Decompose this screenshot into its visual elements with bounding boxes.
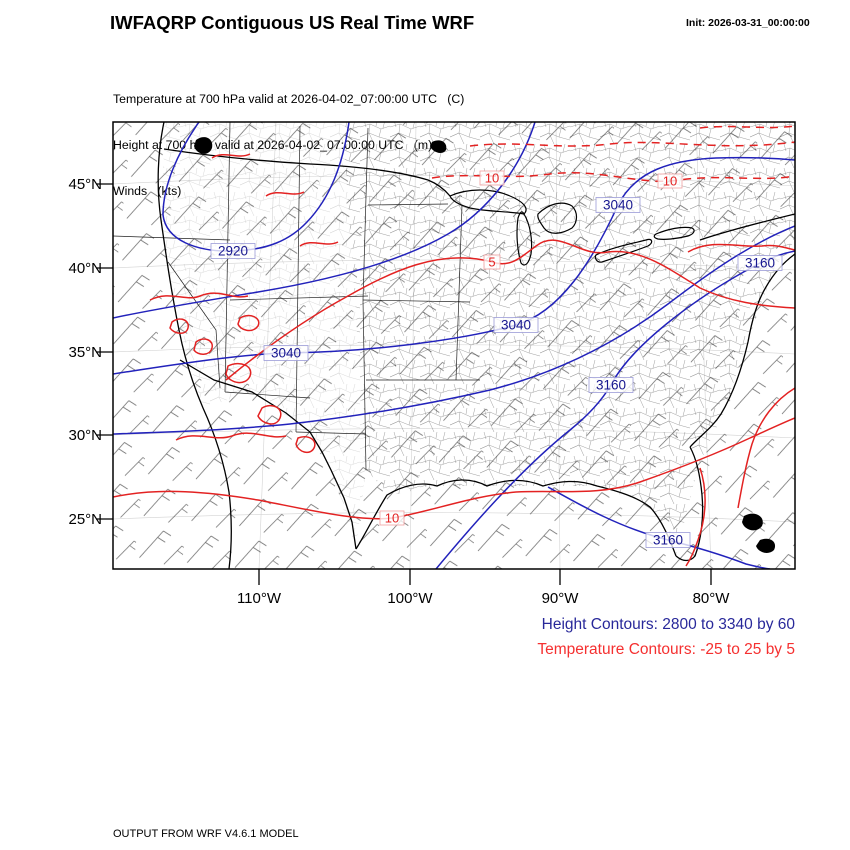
coastline (157, 122, 795, 569)
lon-tick-label: 100°W (387, 590, 433, 607)
svg-text:2920: 2920 (218, 244, 248, 259)
canada-border-west (163, 148, 451, 197)
terrain-blobs (194, 137, 776, 553)
height-contour-label: 3040 (595, 197, 641, 213)
wind-barbs-layer (113, 122, 795, 569)
height-contour-label: 3160 (737, 255, 783, 271)
height-contour-label: 3160 (645, 532, 691, 548)
axis-ticks (96, 183, 712, 585)
svg-text:3160: 3160 (653, 533, 683, 548)
model-footer: OUTPUT FROM WRF V4.6.1 MODEL WE = 580 ; … (113, 801, 546, 850)
axis-labels: 45°N 40°N 35°N 30°N 25°N 110°W 100°W 90°… (68, 176, 730, 607)
svg-text:3160: 3160 (745, 256, 775, 271)
temperature-contour-label: 10 (657, 174, 683, 189)
svg-text:3040: 3040 (271, 346, 301, 361)
field-line-temperature: Temperature at 700 hPa valid at 2026-04-… (113, 92, 465, 107)
footer-model-line: OUTPUT FROM WRF V4.6.1 MODEL (113, 828, 299, 840)
pacific-coast (157, 122, 232, 569)
gulf-coast (355, 479, 677, 557)
height-contour-label: 2920 (210, 243, 256, 259)
lat-tick-label: 30°N (68, 427, 102, 444)
init-timestamp: Init: 2026-03-31_00:00:00 (686, 17, 810, 29)
temperature-contour-label: 10 (479, 171, 505, 186)
canada-border-east (699, 213, 795, 241)
lat-tick-label: 25°N (68, 511, 102, 528)
page-title: IWFAQRP Contiguous US Real Time WRF (110, 12, 475, 33)
temperature-contour-label: 10 (379, 511, 405, 526)
great-lakes (449, 189, 695, 266)
lat-tick-label: 45°N (68, 176, 102, 193)
height-contour-label: 3160 (588, 377, 634, 393)
contour-legend: Height Contours: 2800 to 3340 by 60 Temp… (537, 616, 795, 658)
legend-temperature-contours: Temperature Contours: -25 to 25 by 5 (537, 641, 795, 658)
lat-tick-label: 40°N (68, 260, 102, 277)
map-frame (112, 121, 796, 570)
legend-height-contours: Height Contours: 2800 to 3340 by 60 (542, 616, 796, 633)
lon-tick-label: 90°W (542, 590, 580, 607)
svg-text:5: 5 (488, 255, 495, 270)
lat-tick-label: 35°N (68, 344, 102, 361)
lon-tick-label: 110°W (237, 590, 282, 607)
lon-tick-label: 80°W (693, 590, 731, 607)
svg-text:3160: 3160 (596, 378, 626, 393)
temperature-contour-label: 5 (483, 255, 501, 270)
svg-text:10: 10 (485, 171, 499, 186)
svg-text:10: 10 (385, 511, 399, 526)
height-contour-label: 3040 (263, 345, 309, 361)
height-contour-label: 3040 (493, 317, 539, 333)
svg-text:3040: 3040 (501, 318, 531, 333)
mexico-border (179, 359, 357, 550)
map-canvas: 2920 3040 3040 3040 3160 (68, 121, 796, 658)
svg-text:10: 10 (663, 174, 677, 189)
svg-text:3040: 3040 (603, 198, 633, 213)
temperature-contours-solid (113, 153, 795, 567)
contour-labels: 2920 3040 3040 3040 3160 (210, 171, 783, 548)
atlantic-coast (689, 253, 795, 448)
